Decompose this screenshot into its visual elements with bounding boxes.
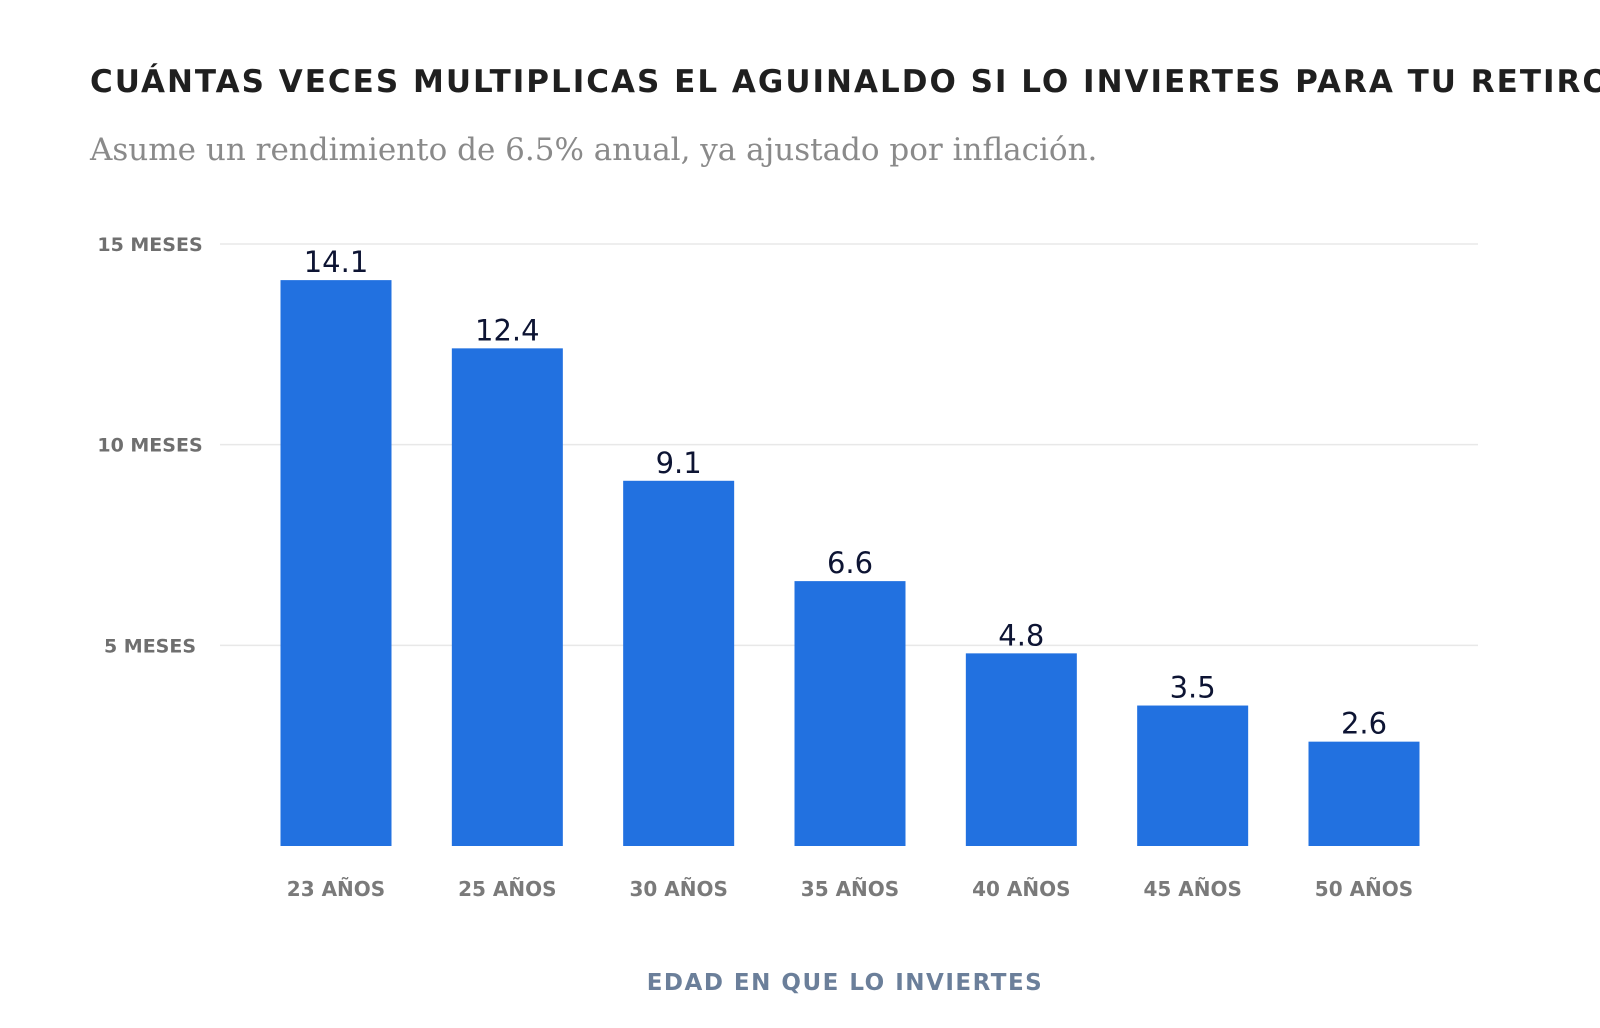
x-tick-label: 40 AÑOS — [972, 877, 1070, 901]
data-label: 14.1 — [304, 245, 369, 279]
data-label: 2.6 — [1341, 707, 1387, 741]
bar-30-años — [623, 480, 735, 846]
bars — [280, 280, 1420, 846]
chart-title: CUÁNTAS VECES MULTIPLICAS EL AGUINALDO S… — [90, 64, 1600, 100]
data-label: 6.6 — [827, 546, 873, 580]
data-label: 9.1 — [656, 446, 702, 480]
bar-23-años — [280, 280, 392, 846]
x-tick-label: 23 AÑOS — [287, 877, 385, 901]
y-tick-label: 10 MESES — [97, 435, 202, 457]
bar-50-años — [1308, 741, 1420, 846]
chart-subtitle: Asume un rendimiento de 6.5% anual, ya a… — [90, 132, 1098, 168]
y-tick-label: 15 MESES — [97, 234, 202, 256]
bar-35-años — [794, 581, 906, 846]
data-label: 4.8 — [998, 618, 1044, 652]
x-tick-label: 25 AÑOS — [458, 877, 556, 901]
bar-45-años — [1137, 705, 1249, 846]
x-axis-label: EDAD EN QUE LO INVIERTES — [646, 970, 1044, 996]
data-label: 3.5 — [1170, 671, 1216, 705]
data-label: 12.4 — [475, 313, 540, 347]
x-tick-label: 35 AÑOS — [801, 877, 899, 901]
bar-25-años — [451, 348, 563, 846]
y-axis-ticks: 5 MESES 10 MESES 15 MESES — [97, 234, 202, 657]
x-tick-label: 30 AÑOS — [629, 877, 727, 901]
data-labels: 14.1 12.4 9.1 6.6 4.8 3.5 2.6 — [304, 245, 1387, 741]
x-tick-label: 50 AÑOS — [1315, 877, 1413, 901]
y-tick-label: 5 MESES — [104, 635, 196, 657]
x-axis-ticks: 23 AÑOS 25 AÑOS 30 AÑOS 35 AÑOS 40 AÑOS 45 AÑ… — [287, 877, 1413, 901]
bar-40-años — [965, 653, 1077, 846]
x-tick-label: 45 AÑOS — [1143, 877, 1241, 901]
